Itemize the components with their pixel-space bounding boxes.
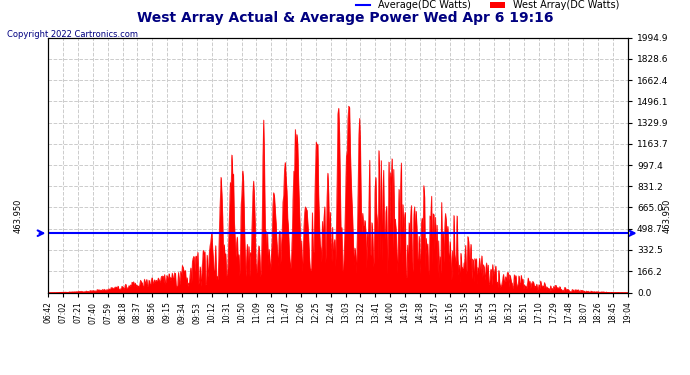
Legend: Average(DC Watts), West Array(DC Watts): Average(DC Watts), West Array(DC Watts) xyxy=(352,0,623,14)
Text: 463.950: 463.950 xyxy=(662,199,671,233)
Text: Copyright 2022 Cartronics.com: Copyright 2022 Cartronics.com xyxy=(7,30,138,39)
Text: West Array Actual & Average Power Wed Apr 6 19:16: West Array Actual & Average Power Wed Ap… xyxy=(137,11,553,25)
Text: 463.950: 463.950 xyxy=(13,199,22,233)
